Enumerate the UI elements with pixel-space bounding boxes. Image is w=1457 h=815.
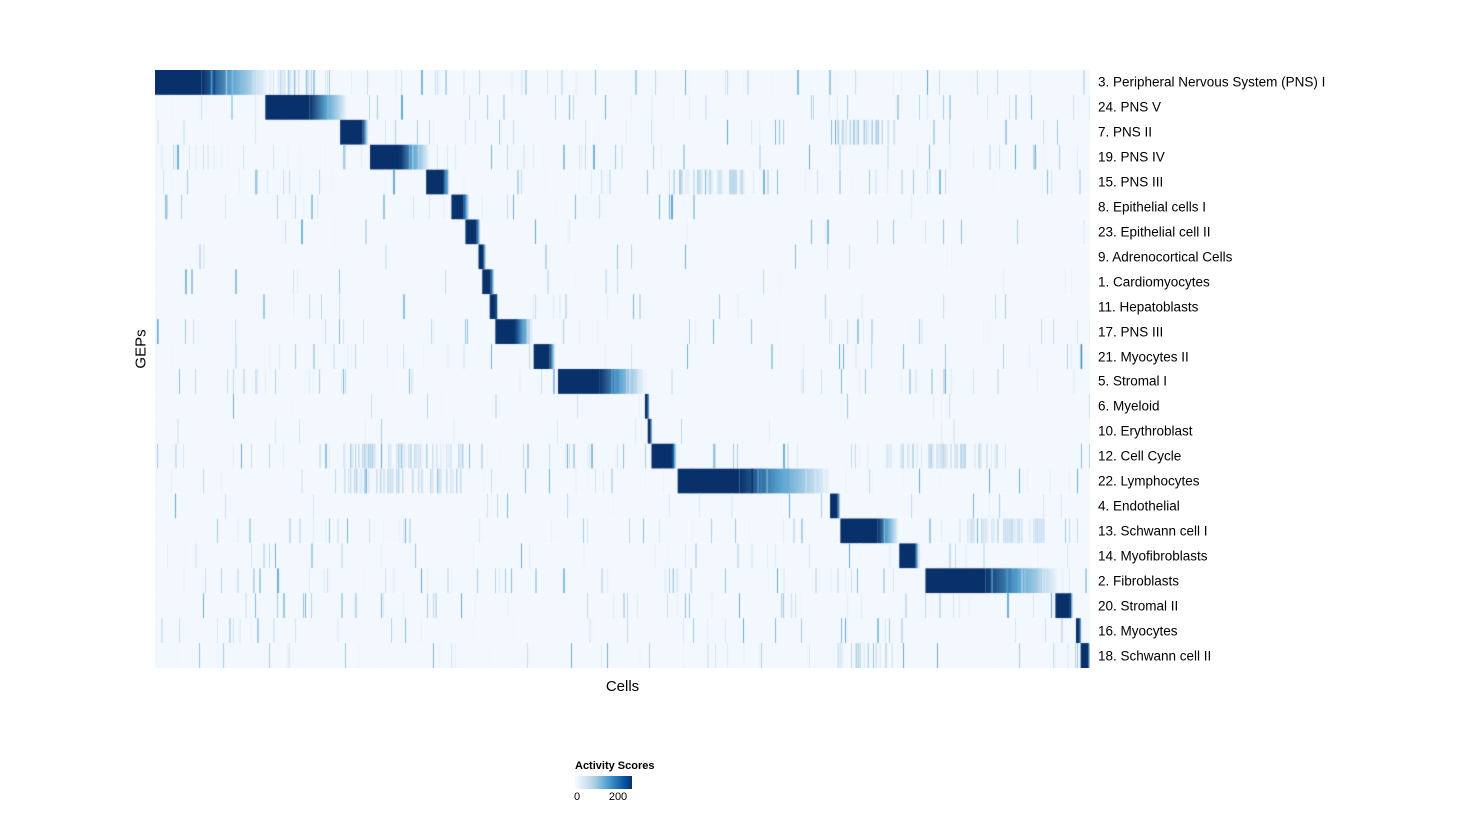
legend: Activity Scores 0 200	[573, 760, 735, 803]
legend-ticks: 0 200	[573, 789, 655, 803]
legend-gradient-bar	[575, 776, 632, 789]
heatmap-canvas	[155, 70, 1090, 668]
row-label: 9. Adrenocortical Cells	[1098, 249, 1233, 265]
row-label: 6. Myeloid	[1098, 398, 1160, 414]
row-label: 22. Lymphocytes	[1098, 473, 1200, 489]
legend-tick-max: 200	[608, 791, 628, 803]
row-label: 5. Stromal I	[1098, 373, 1168, 389]
legend-title: Activity Scores	[575, 760, 655, 772]
row-label: 21. Myocytes II	[1098, 348, 1189, 364]
row-label: 11. Hepatoblasts	[1098, 298, 1199, 314]
x-axis-label: Cells	[605, 678, 640, 695]
row-label: 2. Fibroblasts	[1098, 573, 1180, 589]
row-label: 18. Schwann cell II	[1098, 647, 1212, 663]
row-label: 13. Schwann cell I	[1098, 523, 1208, 539]
row-label: 4. Endothelial	[1098, 498, 1180, 514]
row-label: 17. PNS III	[1098, 323, 1164, 339]
row-label: 7. PNS II	[1098, 124, 1153, 140]
row-label: 23. Epithelial cell II	[1098, 224, 1211, 240]
row-label: 15. PNS III	[1098, 174, 1164, 190]
row-label: 20. Stromal II	[1098, 597, 1179, 613]
row-label: 10. Erythroblast	[1098, 423, 1193, 439]
row-label: 1. Cardiomyocytes	[1098, 274, 1210, 290]
y-axis-label: GEPs	[132, 329, 150, 369]
legend-tick-min: 0	[573, 791, 581, 803]
row-labels: 3. Peripheral Nervous System (PNS) I 24. …	[1098, 70, 1453, 668]
row-label: 8. Epithelial cells I	[1098, 199, 1207, 215]
row-label: 3. Peripheral Nervous System (PNS) I	[1098, 74, 1326, 90]
row-label: 16. Myocytes	[1098, 622, 1178, 638]
row-label: 12. Cell Cycle	[1098, 448, 1182, 464]
row-label: 14. Myofibroblasts	[1098, 548, 1208, 564]
row-label: 19. PNS IV	[1098, 149, 1165, 165]
row-label: 24. PNS V	[1098, 99, 1162, 115]
